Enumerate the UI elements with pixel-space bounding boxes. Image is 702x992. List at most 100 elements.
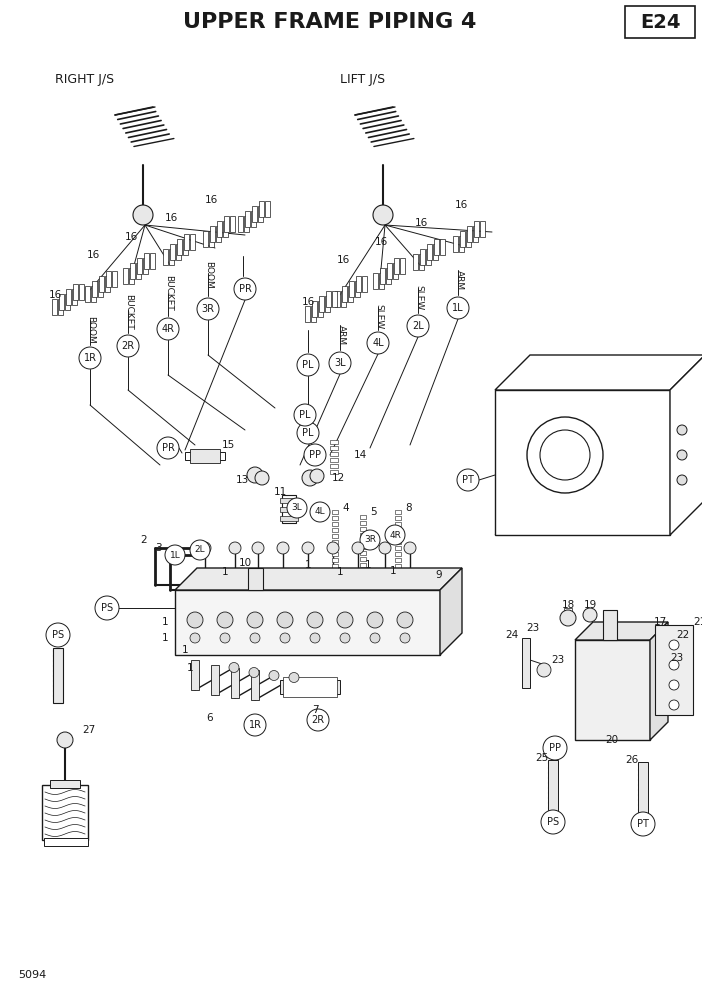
Bar <box>52 299 57 315</box>
Bar <box>123 268 128 284</box>
Bar <box>85 286 90 302</box>
Circle shape <box>541 810 565 834</box>
Bar <box>395 528 401 532</box>
Circle shape <box>397 612 413 628</box>
Bar <box>112 271 117 287</box>
Bar <box>360 569 366 573</box>
Text: 4: 4 <box>342 503 349 513</box>
Bar <box>170 244 175 260</box>
Text: 16: 16 <box>336 255 350 265</box>
Bar <box>386 268 391 284</box>
Bar <box>564 608 572 618</box>
Circle shape <box>677 475 687 485</box>
Bar <box>238 216 243 232</box>
Text: BUCKET: BUCKET <box>164 275 173 310</box>
Bar <box>230 216 235 232</box>
Bar <box>251 670 259 700</box>
Bar <box>342 286 347 302</box>
Bar <box>53 648 63 703</box>
Bar <box>231 668 239 698</box>
Bar <box>373 273 378 289</box>
Bar <box>282 495 296 523</box>
Text: PL: PL <box>303 428 314 438</box>
Text: 1: 1 <box>364 560 371 570</box>
Text: 16: 16 <box>124 232 138 242</box>
Bar <box>360 563 366 567</box>
Bar <box>150 253 155 269</box>
Circle shape <box>385 525 405 545</box>
Circle shape <box>187 612 203 628</box>
Circle shape <box>329 352 351 374</box>
Bar <box>393 263 398 279</box>
Bar <box>395 522 401 526</box>
Circle shape <box>250 633 260 643</box>
Bar <box>395 516 401 520</box>
Bar <box>420 249 425 265</box>
Bar <box>130 263 135 279</box>
Bar <box>248 568 263 590</box>
Bar <box>467 226 472 242</box>
Text: 3: 3 <box>155 543 162 553</box>
Bar <box>348 286 353 302</box>
Text: 1: 1 <box>161 617 168 627</box>
Text: 11: 11 <box>273 487 286 497</box>
Circle shape <box>447 297 469 319</box>
Bar <box>453 236 458 252</box>
Text: 19: 19 <box>583 600 597 610</box>
Bar <box>395 510 401 514</box>
Bar <box>625 6 695 38</box>
Bar <box>144 253 149 269</box>
Bar <box>50 780 80 788</box>
Bar <box>360 527 366 531</box>
Bar <box>251 211 256 227</box>
Text: 9: 9 <box>435 570 442 580</box>
Bar <box>91 286 96 302</box>
Text: 2L: 2L <box>412 321 424 331</box>
Bar <box>223 221 228 237</box>
Bar <box>655 625 693 715</box>
Bar <box>330 470 338 474</box>
Text: 14: 14 <box>353 450 366 460</box>
Bar <box>395 558 401 562</box>
Text: 16: 16 <box>301 297 314 307</box>
Circle shape <box>294 404 316 426</box>
Bar <box>335 291 340 307</box>
Circle shape <box>302 470 318 486</box>
Bar <box>394 258 399 274</box>
Text: 10: 10 <box>239 558 251 568</box>
Text: 1: 1 <box>187 663 193 673</box>
Bar <box>312 301 317 317</box>
Bar <box>216 226 221 242</box>
Text: RIGHT J/S: RIGHT J/S <box>55 73 114 86</box>
Circle shape <box>457 469 479 491</box>
Bar <box>330 440 338 444</box>
Bar <box>360 551 366 555</box>
Text: PT: PT <box>637 819 649 829</box>
Circle shape <box>527 417 603 493</box>
Circle shape <box>234 278 256 300</box>
Text: 4R: 4R <box>389 531 401 540</box>
Text: LIFT J/S: LIFT J/S <box>340 73 385 86</box>
Bar <box>360 533 366 537</box>
Text: 20: 20 <box>605 735 618 745</box>
Bar <box>332 510 338 514</box>
Bar <box>332 564 338 568</box>
Bar <box>137 258 142 274</box>
Circle shape <box>133 205 153 225</box>
Bar <box>522 638 530 688</box>
Circle shape <box>229 542 241 554</box>
Circle shape <box>117 335 139 357</box>
Bar <box>176 244 181 260</box>
Text: 17: 17 <box>654 617 667 627</box>
Circle shape <box>677 450 687 460</box>
Bar <box>427 244 432 260</box>
Text: 1R: 1R <box>249 720 262 730</box>
Circle shape <box>157 437 179 459</box>
Text: PR: PR <box>161 443 174 453</box>
Text: 23: 23 <box>526 623 539 633</box>
Polygon shape <box>440 568 462 655</box>
Bar <box>395 552 401 556</box>
Bar <box>330 458 338 462</box>
Bar <box>185 452 225 460</box>
Circle shape <box>310 633 320 643</box>
